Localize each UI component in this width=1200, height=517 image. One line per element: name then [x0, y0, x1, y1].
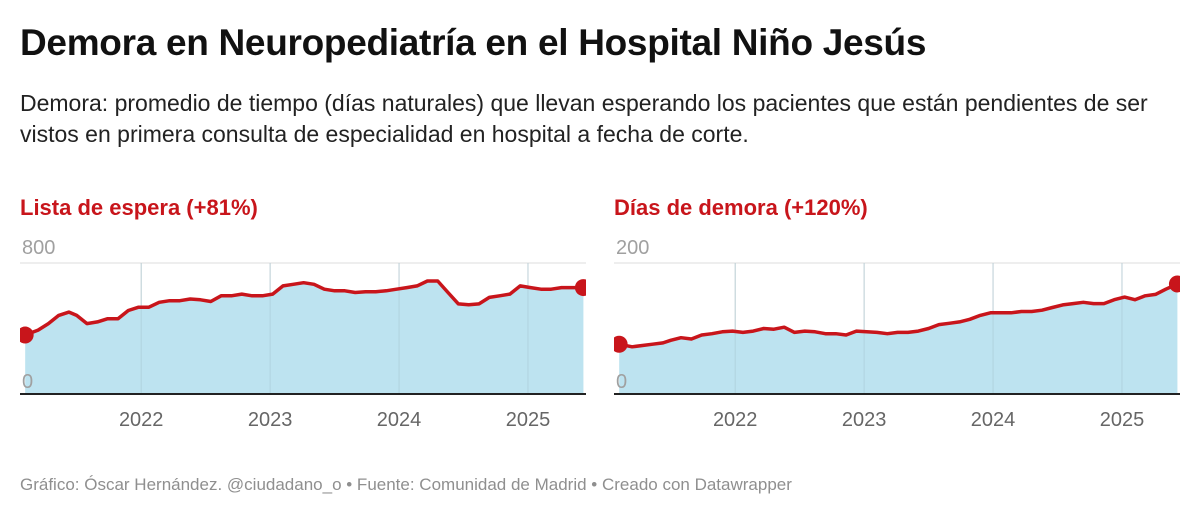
- y-tick-label-0: 0: [22, 371, 33, 393]
- start-point: [20, 326, 34, 344]
- chart-title: Demora en Neuropediatría en el Hospital …: [20, 22, 927, 63]
- start-point: [614, 335, 628, 353]
- area-fill: [25, 281, 584, 394]
- chart-footer: Gráfico: Óscar Hernández. @ciudadano_o •…: [20, 475, 792, 494]
- chart-subtitle: Demora: promedio de tiempo (días natural…: [20, 90, 1148, 147]
- x-tick-label-2025: 2025: [1100, 409, 1145, 431]
- series-line: [618, 282, 1179, 349]
- series-line: [24, 279, 584, 337]
- end-point: [574, 279, 586, 297]
- x-tick-label-2022: 2022: [119, 409, 164, 431]
- y-tick-label-max: 800: [22, 237, 55, 259]
- x-tick-label-2022: 2022: [713, 409, 758, 431]
- chart-lista-de-espera: 0 800 2022 2023 2024 2025: [20, 237, 586, 431]
- panel-title-dias-de-demora: Días de demora (+120%): [614, 195, 868, 220]
- y-tick-label-max: 200: [616, 237, 649, 259]
- x-tick-label-2023: 2023: [842, 409, 887, 431]
- y-tick-label-0: 0: [616, 371, 627, 393]
- x-tick-label-2025: 2025: [506, 409, 551, 431]
- panel-title-lista-de-espera: Lista de espera (+81%): [20, 195, 258, 220]
- x-tick-label-2023: 2023: [248, 409, 293, 431]
- x-tick-label-2024: 2024: [971, 409, 1016, 431]
- chart-dias-de-demora: 0 200 2022 2023 2024 2025: [614, 237, 1180, 431]
- end-point: [1168, 275, 1180, 293]
- x-tick-label-2024: 2024: [377, 409, 422, 431]
- area-fill: [619, 284, 1178, 394]
